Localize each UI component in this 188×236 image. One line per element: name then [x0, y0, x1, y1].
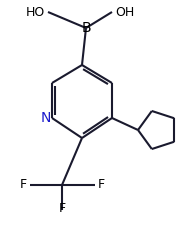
Text: HO: HO: [26, 5, 45, 18]
Text: F: F: [98, 178, 105, 191]
Text: B: B: [81, 21, 91, 35]
Text: F: F: [20, 178, 27, 191]
Text: F: F: [58, 202, 66, 215]
Text: N: N: [41, 111, 51, 125]
Text: OH: OH: [115, 5, 134, 18]
